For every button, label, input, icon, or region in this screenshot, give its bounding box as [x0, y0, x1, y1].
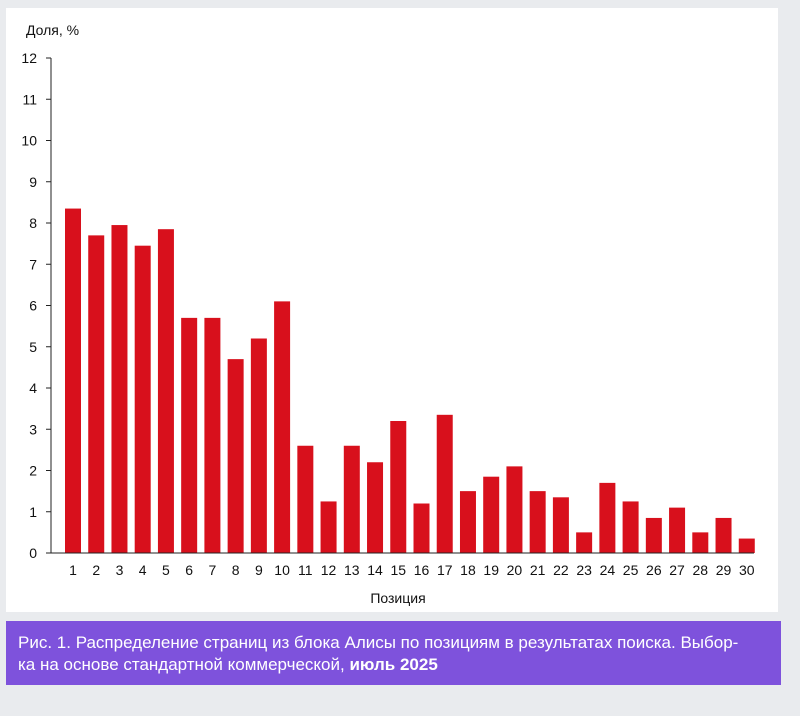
bar-15 — [390, 421, 407, 553]
x-tick-label: 3 — [116, 562, 124, 578]
caption-line2: ка на основе стандартной коммерческой, — [18, 655, 350, 674]
bar-10 — [274, 301, 291, 553]
chart-card: Доля, % 0 1 2 3 4 5 6 7 8 9 10 11 12 1 2 3 4 5 6 7 8 9 10 11 12… — [6, 8, 778, 612]
x-tick-label: 7 — [209, 562, 217, 578]
bar-21 — [529, 491, 546, 553]
x-tick-label: 13 — [344, 562, 360, 578]
x-tick-label: 25 — [623, 562, 639, 578]
x-axis-title: Позиция — [370, 590, 425, 606]
y-tick-label: 10 — [21, 133, 37, 149]
y-tick-label: 3 — [29, 421, 37, 437]
y-tick-label: 6 — [29, 298, 37, 314]
bar-17 — [436, 414, 453, 553]
bar-19 — [483, 476, 500, 553]
x-tick-label: 29 — [716, 562, 732, 578]
x-tick-label: 26 — [646, 562, 662, 578]
x-tick-label: 11 — [298, 562, 313, 578]
x-tick-label: 12 — [321, 562, 337, 578]
y-tick-label: 7 — [29, 256, 37, 272]
bar-29 — [715, 517, 732, 553]
y-tick-label: 0 — [29, 545, 37, 561]
bar-25 — [622, 501, 639, 553]
x-tick-label: 19 — [483, 562, 499, 578]
x-tick-label: 17 — [437, 562, 453, 578]
y-tick-label: 11 — [22, 91, 37, 107]
y-tick-label: 8 — [29, 215, 37, 231]
x-tick-label: 28 — [693, 562, 709, 578]
x-tick-label: 22 — [553, 562, 569, 578]
x-tick-label: 18 — [460, 562, 476, 578]
x-tick-label: 27 — [669, 562, 685, 578]
x-tick-label: 20 — [507, 562, 523, 578]
x-tick-label: 5 — [162, 562, 170, 578]
x-tick-label: 6 — [185, 562, 193, 578]
x-tick-label: 8 — [232, 562, 240, 578]
x-tick-label: 15 — [390, 562, 406, 578]
x-tick-label: 23 — [576, 562, 592, 578]
bar-5 — [157, 229, 174, 553]
bar-26 — [645, 517, 662, 553]
caption-figure-label: Рис. 1. — [18, 633, 71, 652]
bar-8 — [227, 359, 244, 553]
x-tick-label: 24 — [600, 562, 616, 578]
bar-12 — [320, 501, 337, 553]
bar-13 — [343, 445, 360, 553]
bar-23 — [576, 532, 593, 553]
x-tick-label: 10 — [274, 562, 290, 578]
bar-9 — [250, 338, 267, 553]
y-axis-title: Доля, % — [26, 22, 79, 38]
x-tick-label: 21 — [530, 562, 546, 578]
bar-16 — [413, 503, 430, 553]
bar-11 — [297, 445, 314, 553]
bar-30 — [738, 538, 755, 553]
caption-date: июль 2025 — [349, 655, 438, 674]
bar-18 — [459, 491, 476, 553]
y-tick-label: 2 — [29, 463, 37, 479]
bar-22 — [552, 497, 569, 553]
y-tick-label: 12 — [21, 50, 37, 66]
bar-1 — [65, 208, 81, 553]
bar-7 — [204, 317, 221, 553]
x-tick-label: 1 — [69, 562, 77, 578]
bar-6 — [181, 317, 198, 553]
bar-20 — [506, 466, 523, 553]
caption-line1: Распределение страниц из блока Алисы по … — [70, 633, 739, 652]
x-tick-label: 14 — [367, 562, 383, 578]
x-tick-label: 4 — [139, 562, 147, 578]
bar-27 — [669, 507, 686, 553]
bar-28 — [692, 532, 709, 553]
y-tick-label: 4 — [29, 380, 37, 396]
x-tick-label: 30 — [739, 562, 755, 578]
bar-14 — [367, 462, 384, 553]
bar-4 — [134, 245, 151, 553]
x-tick-label: 9 — [255, 562, 263, 578]
x-tick-label: 16 — [414, 562, 430, 578]
figure-caption: Рис. 1. Распределение страниц из блока А… — [6, 621, 781, 685]
y-tick-label: 5 — [29, 339, 37, 355]
y-tick-label: 1 — [29, 504, 37, 520]
bar-3 — [111, 225, 128, 553]
bar-24 — [599, 482, 616, 553]
bar-2 — [88, 235, 105, 553]
x-tick-label: 2 — [92, 562, 100, 578]
y-tick-label: 9 — [29, 174, 37, 190]
